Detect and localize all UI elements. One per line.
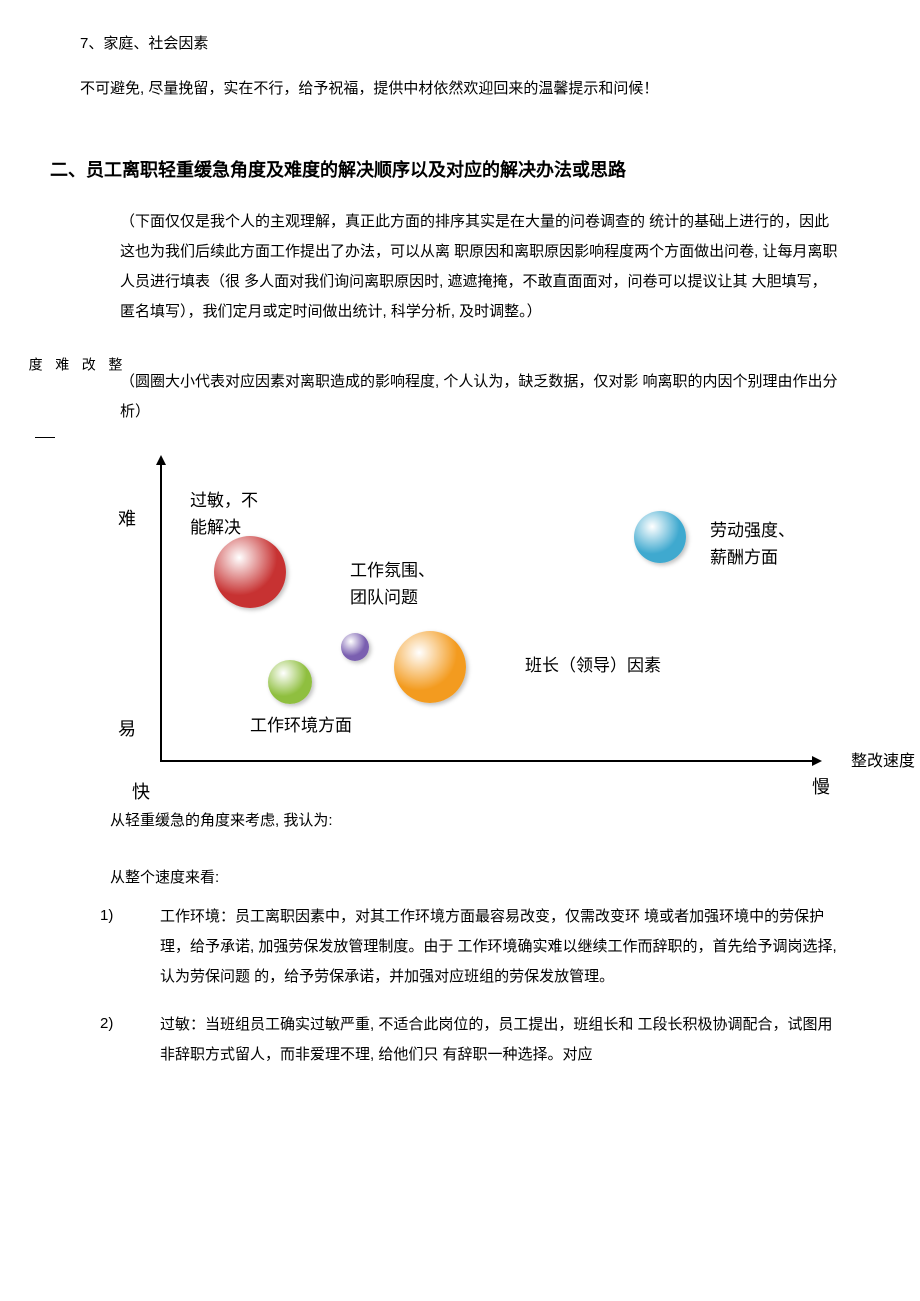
section2-title: 二、员工离职轻重缓急角度及难度的解决顺序以及对应的解决办法或思路 (50, 153, 870, 187)
y-label-low: 易 (118, 712, 136, 746)
list-item: 1)工作环境：员工离职因素中，对其工作环境方面最容易改变，仅需改变环 境或者加强… (100, 902, 870, 992)
chart-bubble (634, 511, 686, 563)
chart-bubble (214, 536, 286, 608)
chart-bubble (341, 633, 369, 661)
chart-bubble-label: 过敏，不能解决 (190, 487, 258, 541)
section2-para2: （圆圈大小代表对应因素对离职造成的影响程度, 个人认为，缺乏数据，仅对影 响离职… (120, 367, 840, 427)
chart-bubble-label: 劳动强度、薪酬方面 (710, 517, 795, 571)
chart-bubble (394, 631, 466, 703)
y-label-high: 难 (118, 502, 136, 536)
chart-bubble-label: 工作环境方面 (250, 712, 352, 739)
after-line2: 从整个速度来看: (110, 864, 870, 893)
after-line1: 从轻重缓急的角度来考虑, 我认为: (110, 807, 870, 836)
chart-bubble (268, 660, 312, 704)
chart-bubble-label: 班长（领导）因素 (525, 652, 661, 679)
x-label-left: 快 (132, 775, 150, 809)
list-item: 2)过敏：当班组员工确实过敏严重, 不适合此岗位的，员工提出，班组长和 工段长积… (100, 1010, 870, 1070)
x-label-right: 慢 (812, 770, 830, 804)
side-underline (35, 437, 55, 438)
item7-title: 7、家庭、社会因素 (50, 30, 870, 59)
list-num: 2) (100, 1010, 160, 1070)
x-axis (160, 760, 820, 762)
section2-para1: （下面仅仅是我个人的主观理解，真正此方面的排序其实是在大量的问卷调查的 统计的基… (120, 207, 840, 327)
y-side-label: 整改难度 (22, 357, 128, 373)
list-container: 1)工作环境：员工离职因素中，对其工作环境方面最容易改变，仅需改变环 境或者加强… (50, 902, 870, 1070)
item7-body: 不可避免, 尽量挽留，实在不行，给予祝福，提供中材依然欢迎回来的温馨提示和问候！ (50, 75, 870, 104)
chart-bubble-label: 工作氛围、团队问题 (350, 557, 435, 611)
y-axis (160, 457, 162, 762)
list-text: 工作环境：员工离职因素中，对其工作环境方面最容易改变，仅需改变环 境或者加强环境… (160, 902, 870, 992)
bubble-chart: 难 易 过敏，不能解决工作氛围、团队问题班长（领导）因素工作环境方面 劳动强度、薪… (50, 457, 870, 797)
list-text: 过敏：当班组员工确实过敏严重, 不适合此岗位的，员工提出，班组长和 工段长积极协… (160, 1010, 870, 1070)
list-num: 1) (100, 902, 160, 992)
x-axis-label: 整改速度 (851, 747, 915, 777)
